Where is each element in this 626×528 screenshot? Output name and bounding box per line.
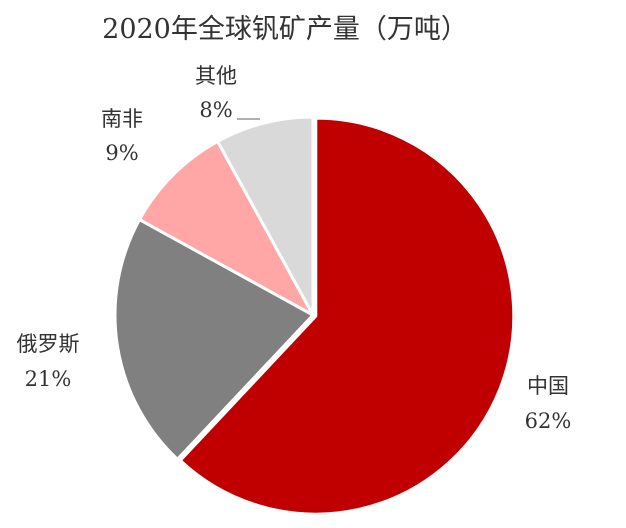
pie-slice-0 <box>178 116 516 516</box>
slice-value-label-2: 9% <box>105 141 138 165</box>
slice-value-label-0: 62% <box>525 409 572 433</box>
slice-value-label-1: 21% <box>25 367 72 391</box>
pie-slices <box>113 115 516 516</box>
pie-slice-1 <box>113 218 315 461</box>
slice-name-label-3: 其他 <box>195 64 237 88</box>
pie-slice-2 <box>137 139 315 317</box>
slice-name-label-1: 俄罗斯 <box>17 332 80 356</box>
slice-name-label-2: 南非 <box>101 107 143 131</box>
slice-value-label-3: 8% <box>199 98 232 122</box>
chart-title: 2020年全球钒矿产量（万吨） <box>102 14 468 45</box>
slice-labels: 中国 62% 俄罗斯 21% 南非 9% 其他 8% <box>17 64 572 433</box>
pie-slice-3 <box>216 115 315 317</box>
slice-name-label-0: 中国 <box>527 374 569 398</box>
